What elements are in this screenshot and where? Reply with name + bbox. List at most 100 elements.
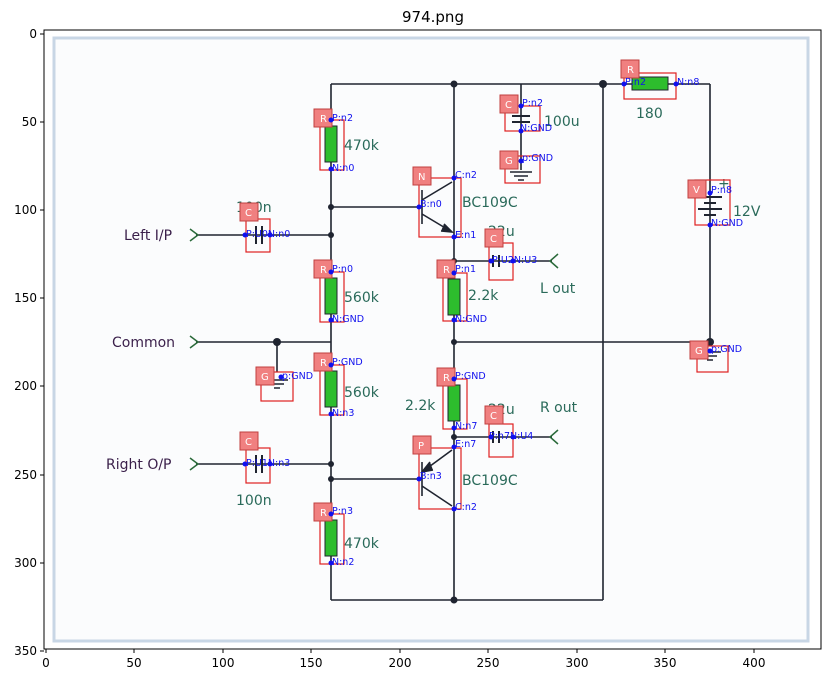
image-border bbox=[52, 36, 810, 643]
net-label: N:n7 bbox=[455, 421, 477, 432]
resistor-r7 bbox=[631, 76, 669, 91]
x-tick-label: 250 bbox=[477, 656, 500, 670]
resistor-r6 bbox=[447, 384, 461, 422]
badge-label: R bbox=[320, 114, 327, 125]
net-label: P:U0N:n0 bbox=[246, 229, 290, 240]
badge-label: R bbox=[320, 265, 327, 276]
badge-label: G bbox=[505, 156, 513, 167]
net-label: E:n7 bbox=[455, 439, 476, 450]
net-label: P:n2 bbox=[522, 98, 543, 109]
x-tick-label: 400 bbox=[743, 656, 766, 670]
net-label: P:n2 bbox=[625, 77, 646, 88]
y-tick-label: 200 bbox=[14, 379, 37, 393]
net-label: P:n0 bbox=[332, 264, 353, 275]
net-label: P:n1 bbox=[455, 264, 476, 275]
component-badges: R C R G R C R N R C R P C R C G V G bbox=[239, 59, 709, 522]
net-label: P:n8 bbox=[711, 185, 732, 196]
badge-label: C bbox=[245, 437, 252, 448]
resistor-r5 bbox=[447, 278, 461, 316]
transistor-q1 bbox=[421, 181, 455, 233]
x-tick-label: 300 bbox=[566, 656, 589, 670]
net-label: N:GND bbox=[520, 123, 552, 134]
badge-label: P bbox=[418, 441, 424, 452]
net-label: P:U2N:U3 bbox=[492, 255, 537, 266]
right-output-label: Right O/P bbox=[106, 457, 172, 473]
badge-label: C bbox=[490, 234, 497, 245]
net-label: P:GND bbox=[455, 371, 486, 382]
net-label: B:n3 bbox=[420, 471, 442, 482]
value-c-supply: 100u bbox=[544, 114, 580, 130]
badge-label: R bbox=[320, 358, 327, 369]
y-tick-label: 50 bbox=[22, 115, 37, 129]
resistor-r4 bbox=[324, 519, 338, 557]
net-label: B:n0 bbox=[420, 199, 442, 210]
value-r-supply: 180 bbox=[636, 106, 663, 122]
net-label: N:n3 bbox=[332, 408, 354, 419]
x-axis: 0 50 100 150 200 250 300 350 400 bbox=[42, 649, 765, 670]
circuit-wires bbox=[196, 80, 714, 604]
value-r-e1: 2.2k bbox=[468, 288, 499, 304]
net-label: N:n0 bbox=[332, 163, 354, 174]
x-tick-label: 150 bbox=[300, 656, 323, 670]
badge-label: G bbox=[261, 372, 269, 383]
left-input-label: Left I/P bbox=[124, 228, 172, 244]
badge-label: N bbox=[418, 172, 425, 183]
net-label: P:n7N:U4 bbox=[489, 431, 533, 442]
pin-dots bbox=[242, 81, 713, 566]
net-label: N:GND bbox=[455, 314, 487, 325]
connector-arrows bbox=[189, 228, 559, 471]
net-label: N:n2 bbox=[332, 557, 354, 568]
value-r-e2: 2.2k bbox=[405, 398, 436, 414]
y-tick-label: 300 bbox=[14, 556, 37, 570]
y-tick-label: 250 bbox=[14, 468, 37, 482]
net-label: P:n2 bbox=[332, 113, 353, 124]
value-c-right: 100n bbox=[236, 493, 272, 509]
badge-label: R bbox=[443, 373, 450, 384]
y-tick-label: 100 bbox=[14, 203, 37, 217]
net-label: N:GND bbox=[711, 218, 743, 229]
resistor-r2 bbox=[324, 277, 338, 315]
x-tick-label: 50 bbox=[126, 656, 141, 670]
net-label: P:U1N:n3 bbox=[246, 458, 290, 469]
capacitors bbox=[255, 115, 530, 473]
net-label: C:n2 bbox=[455, 170, 477, 181]
badge-label: V bbox=[693, 185, 700, 196]
y-tick-label: 150 bbox=[14, 291, 37, 305]
value-battery: 12V bbox=[733, 204, 761, 220]
x-tick-label: 100 bbox=[212, 656, 235, 670]
badge-label: C bbox=[245, 208, 252, 219]
y-axis: 0 50 100 150 200 250 300 350 bbox=[14, 27, 44, 658]
y-tick-label: 0 bbox=[29, 27, 37, 41]
x-tick-label: 0 bbox=[42, 656, 50, 670]
net-annotations: P:n2 N:n0 P:U0N:n0 P:n0 N:GND p:GND P:GN… bbox=[246, 77, 743, 568]
resistors bbox=[324, 76, 669, 557]
net-label: p:GND bbox=[282, 371, 313, 382]
common-label: Common bbox=[112, 335, 175, 351]
badge-label: C bbox=[505, 100, 512, 111]
resistor-r3 bbox=[324, 370, 338, 408]
net-label: P:n3 bbox=[332, 506, 353, 517]
value-r-lower: 560k bbox=[344, 385, 380, 401]
battery-plus: + bbox=[718, 176, 730, 192]
r-out-label: R out bbox=[540, 400, 578, 416]
net-label: E:n1 bbox=[455, 230, 476, 241]
badge-label: R bbox=[627, 65, 634, 76]
net-label: p:GND bbox=[711, 344, 742, 355]
badge-label: C bbox=[490, 411, 497, 422]
value-r-mid: 560k bbox=[344, 290, 380, 306]
x-tick-label: 350 bbox=[654, 656, 677, 670]
net-label: C:n2 bbox=[455, 502, 477, 513]
net-label: P:GND bbox=[332, 357, 363, 368]
resistor-r1 bbox=[324, 125, 338, 163]
value-r-top: 470k bbox=[344, 138, 380, 154]
value-q2: BC109C bbox=[462, 473, 518, 489]
transistor-q2 bbox=[420, 449, 453, 507]
y-tick-label: 350 bbox=[14, 644, 37, 658]
value-q1: BC109C bbox=[462, 195, 518, 211]
badge-label: R bbox=[443, 265, 450, 276]
net-label: p:GND bbox=[522, 153, 553, 164]
net-label: N:n8 bbox=[677, 77, 699, 88]
l-out-label: L out bbox=[540, 281, 576, 297]
badge-label: R bbox=[320, 508, 327, 519]
